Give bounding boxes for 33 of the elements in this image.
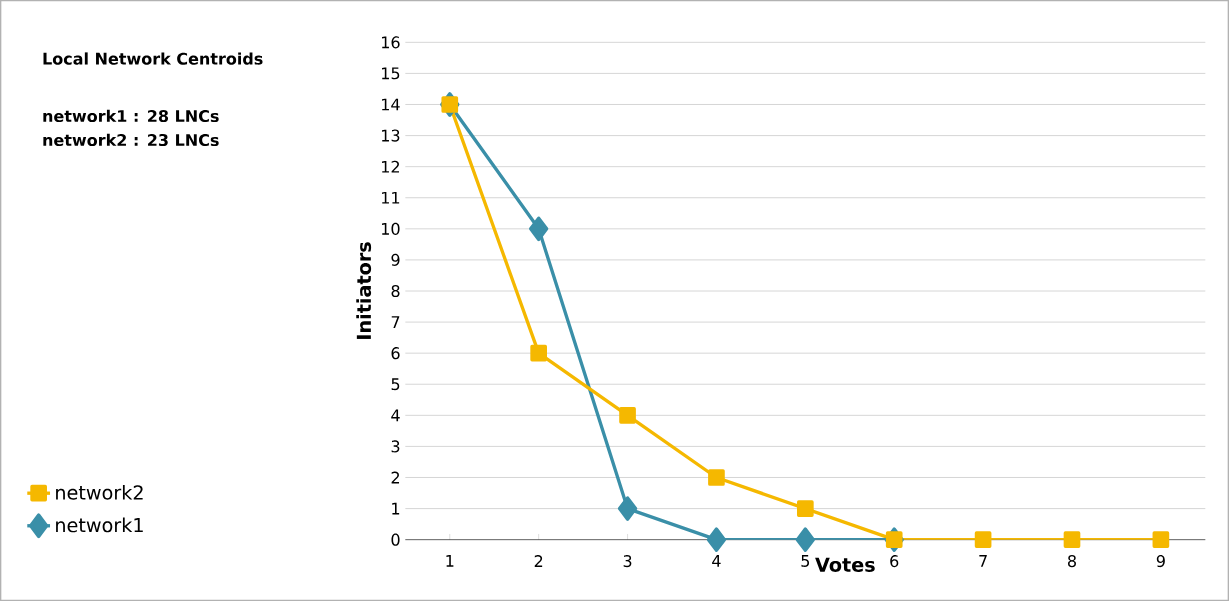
y-tick-label: 13 <box>382 129 400 142</box>
x-tick-label: 9 <box>1156 555 1165 568</box>
y-axis-title: Initiators <box>356 242 372 339</box>
text: Local Network Centroids <box>43 52 263 65</box>
x-axis-title: Votes <box>815 557 875 572</box>
x-tick-label: 4 <box>712 555 721 567</box>
y-tick-label: 12 <box>382 160 400 173</box>
y-tick-label: 0 <box>391 533 400 546</box>
y-tick-label: 7 <box>391 316 400 328</box>
x-tick-label: 3 <box>623 555 632 568</box>
x-tick-label: 8 <box>1067 555 1076 568</box>
y-tick-label: 10 <box>382 222 400 235</box>
y-tick-label: 1 <box>392 502 400 515</box>
legend-label: network2 <box>56 484 143 500</box>
y-tick-label: 8 <box>391 284 400 298</box>
y-tick-label: 6 <box>391 347 400 360</box>
y-tick-label: 4 <box>391 409 400 422</box>
y-tick-label: 16 <box>382 36 400 49</box>
legend-label: network1 <box>56 517 143 533</box>
x-tick-label: 1 <box>446 555 454 567</box>
x-tick-label: 6 <box>890 555 899 568</box>
x-tick-label: 7 <box>979 555 987 567</box>
y-tick-label: 5 <box>391 378 400 391</box>
y-tick-label: 9 <box>391 253 400 266</box>
text: network1 : 28 LNCs <box>43 109 219 123</box>
x-tick-label: 5 <box>801 555 810 567</box>
x-tick-label: 2 <box>534 555 543 567</box>
y-tick-label: 3 <box>391 440 400 453</box>
y-tick-label: 11 <box>382 191 400 204</box>
y-tick-label: 14 <box>382 98 400 111</box>
text: network2 : 23 LNCs <box>43 133 219 147</box>
y-tick-label: 2 <box>391 471 400 484</box>
y-tick-label: 15 <box>382 67 400 80</box>
